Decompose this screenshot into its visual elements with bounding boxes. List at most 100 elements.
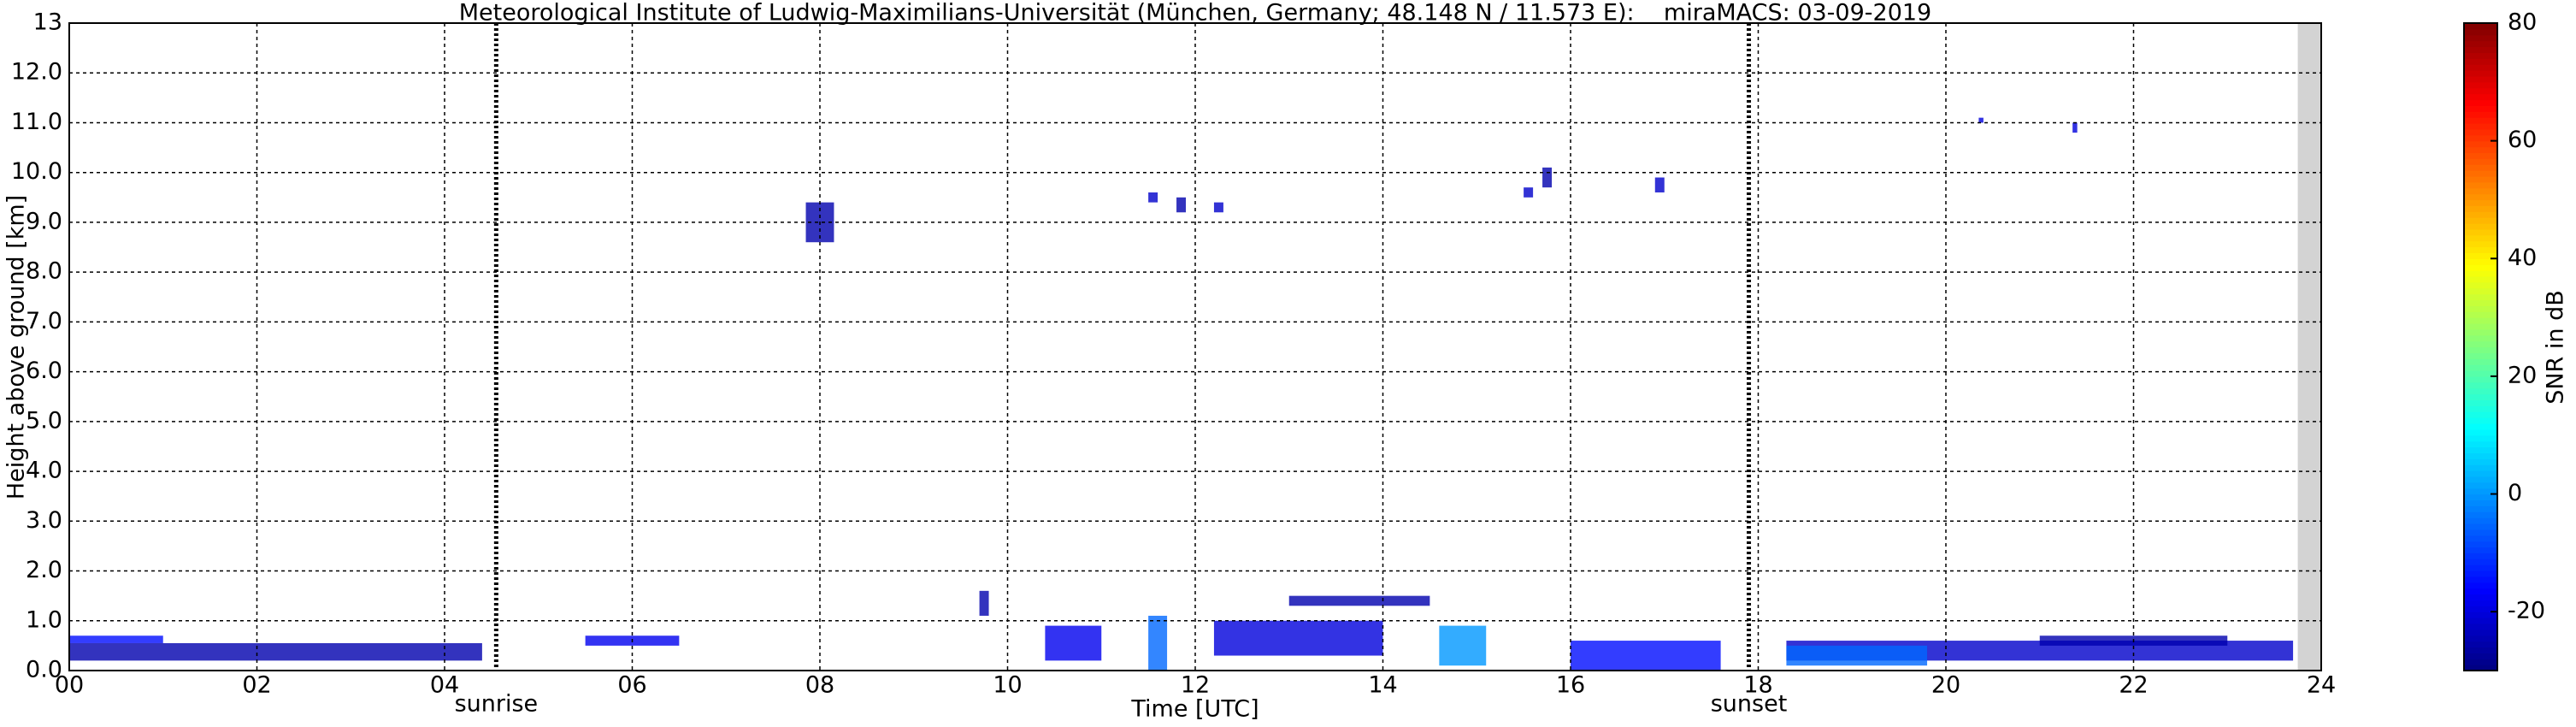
plot-frame (68, 22, 2322, 671)
colorbar-slice (2464, 623, 2497, 630)
colorbar-slice (2464, 287, 2497, 295)
colorbar-slice (2464, 34, 2497, 42)
colorbar-slice (2464, 105, 2497, 112)
colorbar-slice (2464, 299, 2497, 306)
colorbar-slice (2464, 440, 2497, 448)
colorbar-slice (2464, 588, 2497, 595)
x-axis-label: Time [UTC] (1130, 696, 1259, 723)
colorbar-slice (2464, 58, 2497, 65)
colorbar-slice (2464, 405, 2497, 412)
colorbar-slice (2464, 529, 2497, 536)
y-tick-label: 6.0 (26, 358, 62, 384)
colorbar-slice (2464, 217, 2497, 224)
colorbar-slice (2464, 553, 2497, 559)
echo (1786, 645, 1928, 666)
y-tick-label: 0.0 (26, 657, 62, 683)
colorbar-slice (2464, 523, 2497, 530)
colorbar-slice (2464, 464, 2497, 471)
colorbar-slice (2464, 146, 2497, 153)
colorbar-slice (2464, 152, 2497, 159)
colorbar-slice (2464, 293, 2497, 301)
x-tick-label: 16 (1556, 672, 1585, 699)
colorbar-slice (2464, 629, 2497, 636)
echo (1571, 641, 1721, 671)
colorbar-slice (2464, 452, 2497, 459)
colorbar-slice (2464, 64, 2497, 71)
colorbar-slice (2464, 547, 2497, 553)
colorbar-slice (2464, 317, 2497, 324)
colorbar-slice (2464, 517, 2497, 524)
echo (1978, 117, 1984, 123)
echo (69, 642, 482, 661)
colorbar-slice (2464, 511, 2497, 518)
y-tick-label: 13 (33, 9, 62, 36)
x-tick-label: 06 (617, 672, 646, 699)
colorbar-slice (2464, 612, 2497, 618)
colorbar-slice (2464, 140, 2497, 148)
colorbar-slice (2464, 387, 2497, 395)
colorbar-slice (2464, 181, 2497, 189)
colorbar-slice (2464, 505, 2497, 512)
colorbar-slice (2464, 28, 2497, 36)
x-tick-label: 02 (242, 672, 271, 699)
colorbar-slice (2464, 535, 2497, 542)
x-tick-label: 18 (1743, 672, 1772, 699)
colorbar-slice (2464, 234, 2497, 242)
colorbar-slice (2464, 240, 2497, 248)
colorbar-slice (2464, 122, 2497, 130)
colorbar-slice (2464, 70, 2497, 77)
chart-title: Meteorological Institute of Ludwig-Maxim… (459, 0, 1932, 27)
colorbar-tick-label: 40 (2508, 245, 2537, 271)
echo (1045, 625, 1102, 661)
colorbar-slice (2464, 423, 2497, 430)
colorbar-slice (2464, 187, 2497, 195)
colorbar-slice (2464, 434, 2497, 442)
echo (69, 635, 163, 643)
colorbar-slice (2464, 311, 2497, 318)
colorbar-tick-label: 0 (2508, 480, 2522, 506)
colorbar-slice (2464, 635, 2497, 642)
colorbar-slice (2464, 606, 2497, 612)
y-tick-label: 10.0 (11, 158, 62, 185)
y-tick-label: 9.0 (26, 208, 62, 234)
colorbar-tick-label: 20 (2508, 362, 2537, 388)
colorbar-slice (2464, 228, 2497, 236)
annotation-label: sunset (1711, 691, 1788, 718)
colorbar-slice (2464, 358, 2497, 365)
colorbar-slice (2464, 258, 2497, 265)
colorbar-slice (2464, 346, 2497, 353)
colorbar-slice (2464, 75, 2497, 83)
colorbar-slice (2464, 175, 2497, 183)
colorbar-slice (2464, 134, 2497, 142)
colorbar-slice (2464, 352, 2497, 359)
colorbar-slice (2464, 594, 2497, 601)
colorbar-slice (2464, 246, 2497, 253)
x-tick-label: 20 (1931, 672, 1960, 699)
y-tick-label: 8.0 (26, 258, 62, 285)
colorbar-slice (2464, 476, 2497, 483)
colorbar-slice (2464, 81, 2497, 89)
colorbar-slice (2464, 600, 2497, 606)
colorbar-slice (2464, 417, 2497, 424)
colorbar-slice (2464, 252, 2497, 259)
colorbar-slice (2464, 128, 2497, 136)
colorbar-slice (2464, 576, 2497, 583)
colorbar-slice (2464, 364, 2497, 371)
colorbar-slice (2464, 494, 2497, 501)
echo (1654, 177, 1665, 192)
annotation-label: sunrise (455, 691, 539, 718)
colorbar-slice (2464, 205, 2497, 212)
x-tick-label: 08 (805, 672, 834, 699)
x-tick-label: 24 (2307, 672, 2336, 699)
y-tick-label: 1.0 (26, 606, 62, 633)
colorbar-slice (2464, 653, 2497, 659)
colorbar-slice (2464, 641, 2497, 648)
colorbar-slice (2464, 52, 2497, 59)
colorbar-slice (2464, 40, 2497, 48)
colorbar-slice (2464, 429, 2497, 436)
colorbar-slice (2464, 446, 2497, 453)
colorbar-slice (2464, 270, 2497, 277)
colorbar-tick-label: 60 (2508, 127, 2537, 153)
y-axis-label: Height above ground [km] (3, 195, 30, 499)
